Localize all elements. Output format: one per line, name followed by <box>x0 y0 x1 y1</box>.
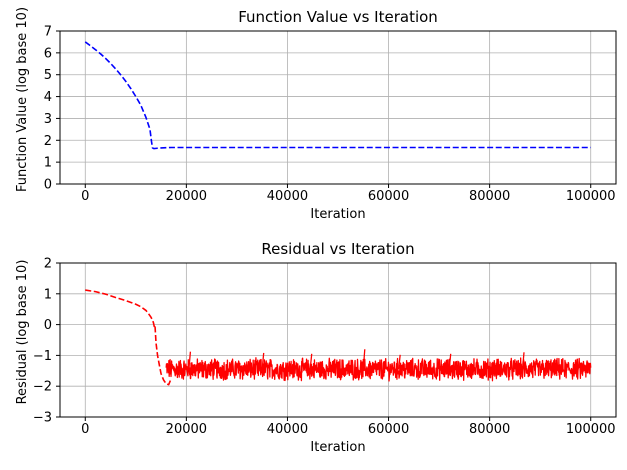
residual-noise-series <box>165 357 592 382</box>
chart-2: 0 20000 40000 60000 80000 100000 −3 −2 −1 0 1 2 Resi… <box>15 240 617 455</box>
y-tick-label: 2 <box>44 134 52 149</box>
x-tick-label: 20000 <box>166 189 207 204</box>
y-tick-label: 5 <box>44 68 52 83</box>
residual-line <box>85 289 172 386</box>
chart-1: 0 20000 40000 60000 80000 100000 0 1 2 3 4 5 6 7 Funct… <box>15 7 617 222</box>
residual-spike <box>362 349 366 370</box>
x-axis-label: Iteration <box>310 207 365 222</box>
axes-frame <box>59 262 617 418</box>
y-tick-label: 0 <box>44 178 52 193</box>
chart-title: Residual vs Iteration <box>261 240 414 258</box>
y-tick-label: 6 <box>44 46 52 61</box>
plot-area <box>84 41 591 150</box>
y-tick-label: 1 <box>44 156 52 171</box>
plot-area <box>85 289 592 386</box>
y-tick-label: 1 <box>44 287 52 302</box>
x-tick-label: 20000 <box>166 422 207 437</box>
y-tick-label: −2 <box>33 380 52 395</box>
y-tick-label: 0 <box>44 318 52 333</box>
y-tick-label: −3 <box>33 411 52 426</box>
x-tick-label: 40000 <box>267 422 308 437</box>
y-axis-label: Residual (log base 10) <box>15 260 30 405</box>
residual-spike <box>448 353 452 370</box>
axes-frame <box>59 30 617 185</box>
y-tick-label: 4 <box>44 90 52 105</box>
residual-spike <box>398 354 401 370</box>
residual-spike <box>261 352 265 370</box>
x-tick-label: 0 <box>81 422 89 437</box>
y-tick-label: 2 <box>44 257 52 272</box>
x-axis-label: Iteration <box>310 440 365 455</box>
x-tick-label: 0 <box>81 189 89 204</box>
y-tick-label: 3 <box>44 112 52 127</box>
y-tick-label: 7 <box>44 25 52 40</box>
x-tick-label: 100000 <box>566 189 616 204</box>
residual-spike <box>188 351 192 370</box>
x-tick-label: 80000 <box>469 422 510 437</box>
function-value-line <box>84 41 591 150</box>
x-tick-label: 60000 <box>368 422 409 437</box>
x-tick-label: 100000 <box>566 422 616 437</box>
residual-spike <box>309 353 313 370</box>
x-tick-label: 40000 <box>267 189 308 204</box>
y-axis-label: Function Value (log base 10) <box>15 7 30 192</box>
y-tick-label: −1 <box>33 349 52 364</box>
chart-title: Function Value vs Iteration <box>238 8 438 26</box>
x-tick-label: 80000 <box>469 189 510 204</box>
residual-spike <box>521 352 525 370</box>
x-tick-label: 60000 <box>368 189 409 204</box>
